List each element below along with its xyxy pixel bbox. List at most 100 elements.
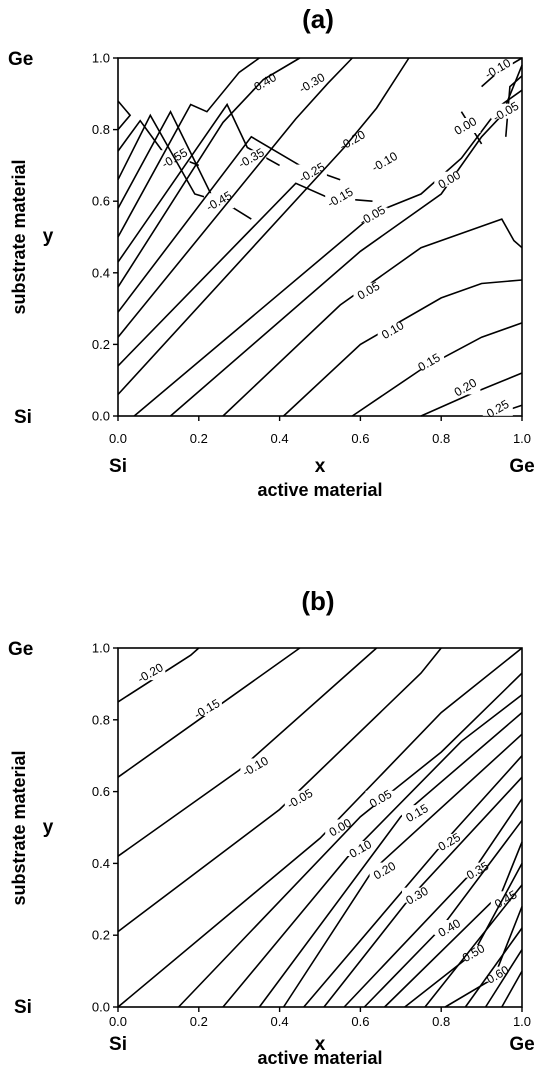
panel-a-y-ticks: 0.0 0.2 0.4 0.6 0.8 1.0 bbox=[92, 51, 118, 424]
panel-b-contour-line bbox=[464, 927, 523, 1008]
panel-b-y-tick-label: 0.6 bbox=[92, 784, 110, 799]
panel-a-y-tick-label: 1.0 bbox=[92, 51, 110, 66]
panel-a-contour-label: 0.05 bbox=[355, 279, 383, 303]
panel-a-contours: -0.55-0.45-0.40-0.35-0.30-0.25-0.20-0.15… bbox=[117, 56, 523, 421]
panel-b-contour-label-bg bbox=[240, 758, 271, 774]
panel-b-x-left-end: Si bbox=[109, 1034, 127, 1055]
panel-a-contour-label: 0.15 bbox=[415, 350, 443, 374]
panel-a-y-bottom-end: Si bbox=[14, 407, 32, 428]
panel-b-contour-label-bg bbox=[402, 805, 432, 821]
panel-b-plot-frame bbox=[117, 647, 523, 1008]
panel-a-contour-label-bg bbox=[414, 354, 445, 370]
panel-a-contour-line bbox=[117, 57, 260, 238]
panel-b-y-tick-label: 0.2 bbox=[92, 928, 110, 943]
panel-b-x-tick-label: 0.8 bbox=[432, 1014, 450, 1029]
panel-a-x-tick-label: 0.6 bbox=[351, 431, 369, 446]
panel-a-y-top-end: Ge bbox=[8, 49, 33, 70]
panel-b-x-tick-label: 0.2 bbox=[190, 1014, 208, 1029]
panel-a-y-tick-label: 0.8 bbox=[92, 122, 110, 137]
panel-a-contour-label-bg bbox=[337, 132, 368, 148]
panel-a-y-tick-label: 0.6 bbox=[92, 194, 110, 209]
panel-b-x-right-end: Ge bbox=[509, 1034, 534, 1055]
panel-a-y-symbol: y bbox=[43, 226, 54, 247]
panel-b-y-tick-label: 0.8 bbox=[92, 712, 110, 727]
panel-a-contour-label-bg bbox=[353, 282, 384, 298]
panel-b-contour-line bbox=[117, 647, 523, 1008]
panel-b-contours: -0.20-0.15-0.10-0.050.000.050.100.150.20… bbox=[117, 647, 523, 1008]
panel-a-contour-label: 0.25 bbox=[484, 397, 512, 421]
panel-a-x-tick-label: 1.0 bbox=[513, 431, 531, 446]
panel-a-contour-label-bg bbox=[296, 164, 327, 180]
panel-a-contour-label-bg bbox=[325, 189, 356, 205]
panel-a-contour-label: -0.10 bbox=[369, 149, 400, 175]
panel-a-contour-label: -0.35 bbox=[236, 145, 267, 171]
panel-a-contour-line bbox=[222, 218, 523, 417]
panel-a-contour-line bbox=[117, 57, 301, 288]
panel-b-contour-label: 0.20 bbox=[371, 859, 399, 883]
panel-b-contour-line bbox=[117, 647, 378, 857]
panel-b-contour-label: 0.30 bbox=[403, 884, 431, 908]
panel-b-y-axis-label: substrate material bbox=[9, 750, 29, 905]
panel-a-y-axis-label: substrate material bbox=[9, 159, 29, 314]
panel-a-contour-label-bg bbox=[482, 400, 513, 416]
panel-a-contour-line bbox=[505, 75, 523, 137]
panel-a-contour-label: 0.10 bbox=[379, 318, 407, 342]
panel-b-x-symbol: x bbox=[315, 1034, 326, 1055]
panel-b-contour-label-bg bbox=[369, 862, 400, 878]
panel-a-contour-label: -0.45 bbox=[204, 188, 235, 214]
panel-a-contour-label: -0.05 bbox=[357, 202, 388, 228]
panel-b-contour-label-bg bbox=[284, 790, 315, 806]
panel-a-contour-label-bg bbox=[377, 322, 408, 338]
panel-a-contour-label: -0.30 bbox=[297, 70, 328, 96]
panel-a-contour-line bbox=[117, 135, 341, 313]
panel-b-y-tick-label: 0.4 bbox=[92, 856, 110, 871]
panel-a-title: (a) bbox=[302, 4, 334, 34]
panel-b-contour-line bbox=[117, 647, 442, 933]
panel-b-title: (b) bbox=[301, 586, 334, 616]
panel-a-x-tick-label: 0.0 bbox=[109, 431, 127, 446]
panel-b-contour-label: 0.40 bbox=[436, 916, 464, 940]
panel-a-contour-label: -0.05 bbox=[490, 99, 521, 125]
panel-a-contour-line bbox=[420, 372, 523, 417]
panel-b-y-symbol: y bbox=[43, 817, 54, 838]
panel-a-contour-label-bg bbox=[369, 153, 400, 169]
panel-a-x-ticks: 0.0 0.2 0.4 0.6 0.8 1.0 bbox=[109, 416, 531, 446]
panel-b-contour-label-bg bbox=[434, 833, 465, 849]
panel-a-contour-label-bg bbox=[450, 118, 481, 133]
panel-b-x-tick-label: 0.4 bbox=[271, 1014, 289, 1029]
panel-a-contour-line bbox=[117, 100, 132, 131]
panel-a-x-tick-label: 0.2 bbox=[190, 431, 208, 446]
panel-b-contour-label-bg bbox=[191, 701, 222, 716]
panel-a-contour-label-bg bbox=[357, 207, 388, 223]
panel-b-contour-line bbox=[484, 949, 523, 1008]
panel-a-contour-label: -0.15 bbox=[325, 185, 356, 211]
panel-b-y-tick-label: 0.0 bbox=[92, 1000, 110, 1015]
panel-b-contour-line bbox=[501, 970, 523, 1008]
panel-b-contour-label-bg bbox=[482, 966, 513, 982]
panel-b-y-ticks: 0.0 0.2 0.4 0.6 0.8 1.0 bbox=[92, 641, 118, 1015]
panel-a-x-left-end: Si bbox=[109, 456, 127, 477]
panel-b-contour-label-bg bbox=[135, 665, 166, 681]
panel-a-x-axis-label: active material bbox=[257, 480, 382, 500]
panel-b-contour-label-bg bbox=[345, 841, 376, 856]
panel-a-contour-label-bg bbox=[434, 171, 465, 187]
panel-a-contour-line bbox=[283, 279, 523, 417]
panel-a-contour-label-bg bbox=[450, 379, 481, 395]
panel-a-y-tick-label: 0.4 bbox=[92, 265, 110, 280]
panel-b-x-axis-label: active material bbox=[257, 1048, 382, 1066]
panel-b-contour-line bbox=[222, 694, 523, 1008]
panel-b-y-tick-label: 1.0 bbox=[92, 641, 110, 656]
panel-a-contour-line bbox=[133, 89, 523, 417]
panel-b-contour-label: 0.25 bbox=[436, 830, 464, 854]
panel-a-x-tick-label: 0.8 bbox=[432, 431, 450, 446]
panel-b-x-tick-label: 1.0 bbox=[513, 1014, 531, 1029]
panel-b-contour-line bbox=[424, 884, 523, 1008]
panel-a-contour-label-bg bbox=[236, 150, 267, 166]
panel-b-contour-label-bg bbox=[462, 862, 493, 878]
panel-b-contour-label-bg bbox=[402, 887, 432, 903]
panel-a-contour-label-bg bbox=[296, 75, 327, 91]
panel-a-contour-label: 0.00 bbox=[436, 168, 464, 192]
panel-b-y-bottom-end: Si bbox=[14, 997, 32, 1018]
panel-b-contour-label-bg bbox=[365, 790, 396, 806]
